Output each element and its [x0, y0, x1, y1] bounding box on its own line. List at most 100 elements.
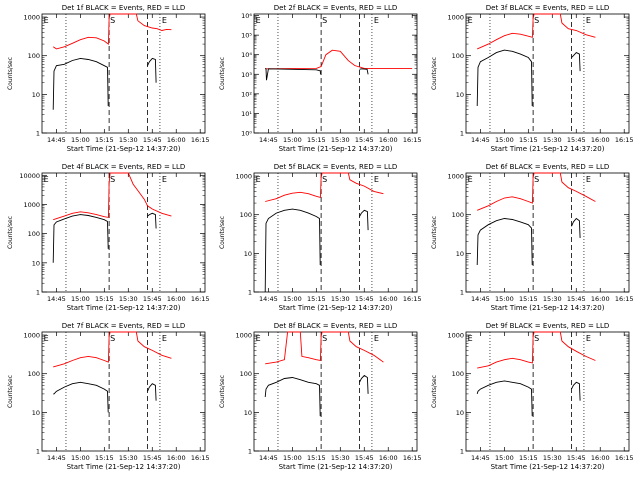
- x-tick-label: 15:30: [119, 454, 138, 462]
- x-axis-label: Start Time (21-Sep-12 14:37:20): [491, 145, 605, 153]
- y-tick-label: 10⁵: [241, 32, 252, 40]
- event-rate-line: [476, 380, 581, 417]
- time-marker-label: S: [534, 175, 539, 184]
- x-tick-label: 15:15: [519, 295, 538, 303]
- time-marker-label: E: [374, 16, 379, 25]
- lld-rate-line: [477, 331, 596, 369]
- x-tick-label: 14:45: [47, 454, 66, 462]
- y-tick-label: 1: [460, 289, 464, 297]
- y-tick-label: 10: [244, 409, 252, 417]
- chart-panel-5: Det 5f BLACK = Events, RED = LLD Counts/s…: [219, 163, 422, 312]
- plot-frame: [465, 13, 630, 134]
- chart-panel-1: Det 1f BLACK = Events, RED = LLD Counts/s…: [7, 4, 210, 153]
- time-marker-label: S: [322, 175, 327, 184]
- x-tick-label: 15:15: [307, 295, 326, 303]
- x-tick-label: 16:15: [403, 454, 422, 462]
- x-tick-label: 16:00: [167, 454, 186, 462]
- time-marker-label: E: [468, 175, 473, 184]
- y-tick-label: 1000: [447, 14, 464, 22]
- time-marker-label: S: [322, 334, 327, 343]
- y-tick-label: 100: [452, 211, 464, 219]
- plot-frame: [465, 172, 630, 293]
- lld-rate-line: [477, 13, 596, 50]
- y-tick-label: 1000: [447, 173, 464, 181]
- x-tick-label: 15:30: [119, 295, 138, 303]
- time-marker-label: E: [44, 175, 49, 184]
- x-tick-label: 15:30: [331, 454, 350, 462]
- plot-frame: [253, 13, 418, 134]
- y-tick-label: 100: [452, 52, 464, 60]
- x-tick-label: 16:00: [167, 136, 186, 144]
- x-tick-label: 15:45: [143, 136, 162, 144]
- x-tick-label: 15:15: [95, 454, 114, 462]
- event-rate-line: [264, 208, 369, 293]
- lld-rate-line: [52, 13, 172, 50]
- time-marker-label: E: [256, 16, 261, 25]
- x-tick-label: 16:00: [591, 295, 610, 303]
- y-tick-label: 100: [240, 370, 252, 378]
- x-tick-label: 16:15: [191, 136, 210, 144]
- x-tick-label: 16:00: [591, 454, 610, 462]
- x-tick-label: 14:45: [471, 136, 490, 144]
- plot-frame: [465, 331, 630, 452]
- x-tick-label: 16:00: [167, 295, 186, 303]
- x-axis-label: Start Time (21-Sep-12 14:37:20): [67, 145, 181, 153]
- x-tick-label: 16:15: [615, 295, 634, 303]
- time-marker-label: S: [110, 175, 115, 184]
- time-marker-label: S: [110, 334, 115, 343]
- y-tick-label: 10²: [241, 90, 252, 98]
- x-axis-label: Start Time (21-Sep-12 14:37:20): [67, 304, 181, 312]
- x-tick-label: 15:45: [567, 454, 586, 462]
- x-axis-label: Start Time (21-Sep-12 14:37:20): [279, 304, 393, 312]
- lld-rate-line: [53, 172, 172, 221]
- plot-frame: [41, 172, 206, 293]
- x-tick-label: 16:00: [591, 136, 610, 144]
- time-marker-label: E: [586, 334, 591, 343]
- x-tick-label: 14:45: [259, 295, 278, 303]
- x-tick-label: 15:15: [519, 136, 538, 144]
- chart-title: Det 9f BLACK = Events, RED = LLD: [486, 322, 609, 330]
- x-tick-label: 15:45: [355, 295, 374, 303]
- lld-rate-line: [53, 331, 172, 368]
- x-axis-label: Start Time (21-Sep-12 14:37:20): [491, 304, 605, 312]
- chart-title: Det 4f BLACK = Events, RED = LLD: [62, 163, 185, 171]
- y-tick-label: 1000: [23, 14, 40, 22]
- y-tick-label: 10: [32, 409, 40, 417]
- y-tick-label: 1000: [235, 332, 252, 340]
- x-tick-label: 16:15: [615, 136, 634, 144]
- y-axis-label: Counts/sec: [431, 57, 438, 90]
- chart-title: Det 1f BLACK = Events, RED = LLD: [62, 4, 185, 12]
- chart-title: Det 2f BLACK = Events, RED = LLD: [274, 4, 397, 12]
- time-marker-label: E: [586, 175, 591, 184]
- x-axis-label: Start Time (21-Sep-12 14:37:20): [279, 145, 393, 153]
- x-tick-label: 16:00: [379, 136, 398, 144]
- y-tick-label: 10: [32, 259, 40, 267]
- chart-title: Det 6f BLACK = Events, RED = LLD: [486, 163, 609, 171]
- x-tick-label: 15:30: [543, 454, 562, 462]
- y-tick-label: 10⁴: [241, 51, 252, 59]
- y-tick-label: 10: [456, 91, 464, 99]
- y-tick-label: 10: [456, 250, 464, 258]
- y-tick-label: 10⁶: [241, 12, 252, 20]
- y-tick-label: 10000: [19, 172, 40, 180]
- chart-panel-6: Det 6f BLACK = Events, RED = LLD Counts/s…: [431, 163, 634, 312]
- y-tick-label: 10: [32, 91, 40, 99]
- x-tick-label: 16:15: [191, 295, 210, 303]
- x-tick-label: 16:15: [403, 136, 422, 144]
- y-tick-label: 1000: [23, 332, 40, 340]
- x-tick-label: 15:30: [331, 136, 350, 144]
- y-tick-label: 1: [248, 289, 252, 297]
- y-tick-label: 1: [36, 130, 40, 138]
- time-marker-label: E: [256, 175, 261, 184]
- event-rate-line: [53, 381, 157, 413]
- x-tick-label: 15:00: [71, 295, 90, 303]
- y-tick-label: 100: [28, 370, 40, 378]
- y-tick-label: 1000: [23, 201, 40, 209]
- y-tick-label: 10: [244, 250, 252, 258]
- event-rate-line: [264, 67, 369, 81]
- time-marker-label: E: [374, 334, 379, 343]
- time-marker-label: E: [162, 175, 167, 184]
- x-tick-label: 15:45: [567, 295, 586, 303]
- x-tick-label: 15:15: [95, 136, 114, 144]
